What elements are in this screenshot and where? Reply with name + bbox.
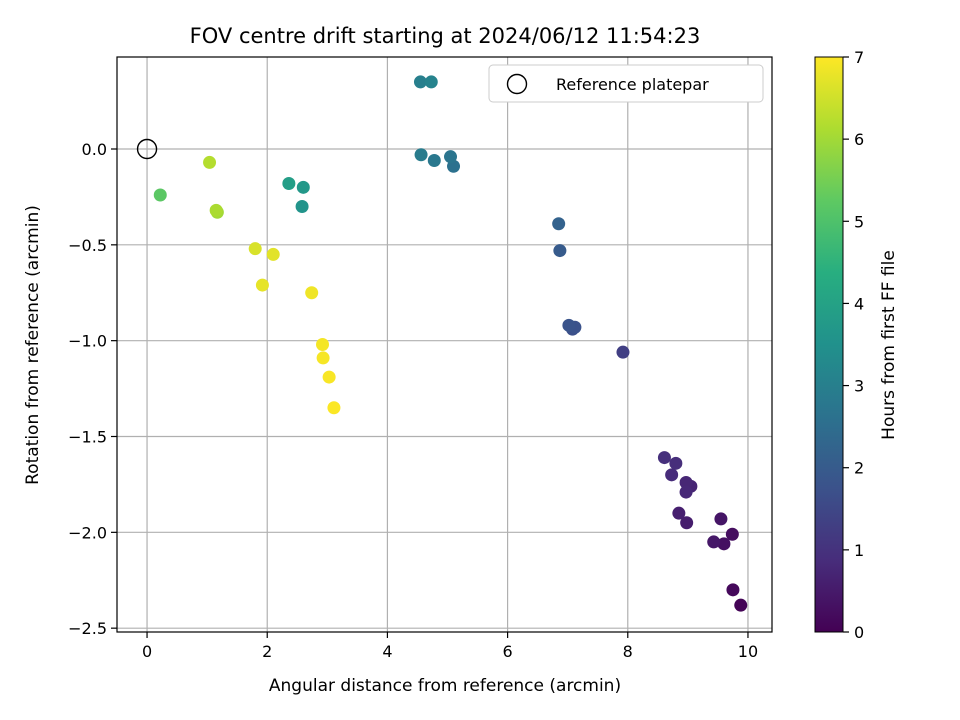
- legend-marker-open-circle: [506, 73, 528, 95]
- data-point: [669, 456, 683, 470]
- data-point: [316, 338, 330, 351]
- data-point: [707, 535, 721, 549]
- data-point: [296, 180, 310, 194]
- colorbar-tick-label: 4: [854, 294, 864, 313]
- y-tick-label: −1.0: [68, 332, 107, 351]
- x-tick-label: 0: [142, 642, 152, 661]
- grid: [117, 57, 772, 632]
- data-point: [717, 537, 731, 551]
- x-axis-ticks: 0 2 4 6 8 10: [142, 632, 758, 661]
- y-tick-label: −2.0: [68, 523, 107, 542]
- colorbar-tick-label: 3: [854, 377, 864, 396]
- data-point: [562, 318, 576, 332]
- legend-box: [488, 64, 764, 103]
- data-point: [427, 154, 441, 167]
- chart-title: FOV centre drift starting at 2024/06/12 …: [190, 24, 701, 48]
- colorbar: 0 1 2 3 4 5 6 7 Hours from first FF file: [814, 48, 899, 642]
- legend-entry-reference-platepar: Reference platepar: [556, 75, 709, 94]
- data-point: [295, 200, 309, 213]
- plot-background: [117, 57, 772, 632]
- y-tick-label: −1.5: [68, 428, 107, 447]
- reference-point: [136, 138, 158, 160]
- data-point: [255, 278, 269, 292]
- data-point: [657, 451, 671, 465]
- y-axis-label: Rotation from reference (arcmin): [23, 205, 43, 485]
- data-point: [413, 75, 427, 89]
- plot-frame: [116, 56, 773, 633]
- data-point: [282, 177, 296, 190]
- x-axis-label: Angular distance from reference (arcmin): [269, 676, 621, 696]
- data-point: [616, 345, 630, 359]
- data-point: [734, 598, 748, 612]
- data-point: [266, 247, 280, 261]
- data-point: [726, 583, 740, 597]
- data-point: [680, 516, 694, 530]
- colorbar-ticks: 0 1 2 3 4 5 6 7: [843, 48, 864, 642]
- data-point: [679, 476, 693, 489]
- data-points: [153, 75, 748, 612]
- y-tick-label: −2.5: [68, 619, 107, 638]
- colorbar-label: Hours from first FF file: [879, 250, 899, 440]
- data-point: [679, 485, 693, 499]
- colorbar-tick-label: 2: [854, 459, 864, 478]
- x-tick-label: 4: [382, 642, 392, 661]
- legend: Reference platepar: [488, 64, 764, 103]
- data-point: [714, 512, 728, 526]
- data-point: [552, 217, 566, 231]
- colorbar-tick-label: 1: [854, 541, 864, 560]
- x-tick-label: 8: [623, 642, 633, 661]
- data-point: [424, 75, 438, 89]
- y-tick-label: 0.0: [82, 140, 107, 159]
- data-point: [153, 188, 167, 202]
- y-axis-ticks: 0.0 −0.5 −1.0 −1.5 −2.0 −2.5: [68, 140, 117, 638]
- colorbar-gradient: [814, 56, 844, 633]
- colorbar-tick-label: 0: [854, 623, 864, 642]
- data-point: [209, 203, 223, 217]
- x-tick-label: 6: [503, 642, 513, 661]
- reference-marker: [136, 138, 158, 160]
- data-point: [327, 401, 341, 415]
- data-point: [316, 351, 330, 365]
- data-point: [672, 506, 686, 520]
- plot-area: 0 2 4 6 8 10 0.0 −0.5 −1.0 −1.5 −2.0 −2.5: [68, 56, 773, 661]
- data-point: [414, 148, 428, 162]
- data-point: [725, 527, 739, 541]
- colorbar-tick-label: 6: [854, 130, 864, 149]
- data-point: [305, 286, 319, 300]
- colorbar-tick-label: 5: [854, 212, 864, 231]
- data-point: [665, 468, 679, 482]
- data-point: [248, 242, 262, 256]
- data-point: [322, 370, 336, 384]
- data-point: [203, 155, 217, 169]
- y-tick-label: −0.5: [68, 236, 107, 255]
- data-point: [444, 150, 458, 164]
- x-tick-label: 10: [738, 642, 758, 661]
- x-tick-label: 2: [262, 642, 272, 661]
- data-point: [553, 244, 567, 258]
- colorbar-tick-label: 7: [854, 48, 864, 67]
